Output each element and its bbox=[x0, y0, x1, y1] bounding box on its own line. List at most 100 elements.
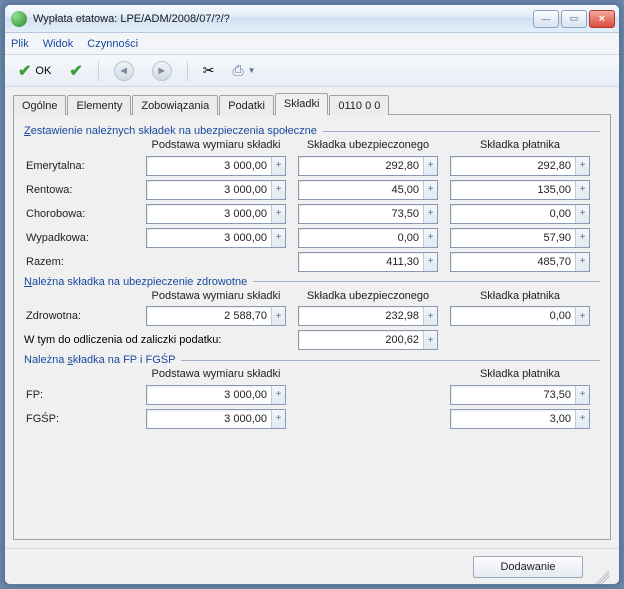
menu-file[interactable]: Plik bbox=[11, 38, 29, 50]
label-wypadkowa: Wypadkowa: bbox=[24, 232, 134, 244]
spinner-icon[interactable]: + bbox=[423, 181, 437, 199]
tab-contributions[interactable]: Składki bbox=[275, 93, 328, 115]
spinner-icon[interactable]: + bbox=[423, 205, 437, 223]
field-razem-payer[interactable]: 485,70+ bbox=[450, 252, 590, 272]
resize-grip-icon[interactable] bbox=[595, 570, 609, 584]
ok-button[interactable]: ✔ OK bbox=[11, 59, 58, 83]
tabbar: Ogólne Elementy Zobowiązania Podatki Skł… bbox=[13, 93, 611, 115]
field-fgsp-payer[interactable]: 3,00+ bbox=[450, 409, 590, 429]
spinner-icon[interactable]: + bbox=[423, 229, 437, 247]
tab-general[interactable]: Ogólne bbox=[13, 95, 66, 115]
maximize-button[interactable]: ▭ bbox=[561, 10, 587, 28]
row-zdrowotna: Zdrowotna: 2 588,70+ 232,98+ 0,00+ bbox=[24, 306, 600, 326]
arrow-right-icon: ► bbox=[152, 61, 172, 81]
spinner-icon[interactable]: + bbox=[423, 307, 437, 325]
field-emerytalna-insured[interactable]: 292,80+ bbox=[298, 156, 438, 176]
field-chorobowa-payer[interactable]: 0,00+ bbox=[450, 204, 590, 224]
label-chorobowa: Chorobowa: bbox=[24, 208, 134, 220]
ok-label: OK bbox=[35, 65, 51, 77]
chevron-down-icon: ▼ bbox=[248, 66, 256, 75]
field-zdrowotna-insured[interactable]: 232,98+ bbox=[298, 306, 438, 326]
row-emerytalna: Emerytalna: 3 000,00+ 292,80+ 292,80+ bbox=[24, 156, 600, 176]
field-deduction[interactable]: 200,62+ bbox=[298, 330, 438, 350]
row-fgsp: FGŚP: 3 000,00+ 3,00+ bbox=[24, 409, 600, 429]
spinner-icon[interactable]: + bbox=[271, 410, 285, 428]
field-wypadkowa-payer[interactable]: 57,90+ bbox=[450, 228, 590, 248]
printer-icon: ⎙ bbox=[232, 62, 243, 79]
field-fgsp-basis[interactable]: 3 000,00+ bbox=[146, 409, 286, 429]
spinner-icon[interactable]: + bbox=[423, 253, 437, 271]
label-zdrowotna: Zdrowotna: bbox=[24, 310, 134, 322]
spinner-icon[interactable]: + bbox=[575, 386, 589, 404]
field-emerytalna-payer[interactable]: 292,80+ bbox=[450, 156, 590, 176]
footer: Dodawanie bbox=[5, 548, 619, 584]
tab-elements[interactable]: Elementy bbox=[67, 95, 131, 115]
nav-forward-button[interactable]: ► bbox=[145, 59, 179, 83]
field-emerytalna-basis[interactable]: 3 000,00+ bbox=[146, 156, 286, 176]
label-razem: Razem: bbox=[24, 256, 134, 268]
tools-icon: ✂ bbox=[203, 62, 215, 79]
field-wypadkowa-basis[interactable]: 3 000,00+ bbox=[146, 228, 286, 248]
row-wypadkowa: Wypadkowa: 3 000,00+ 0,00+ 57,90+ bbox=[24, 228, 600, 248]
minimize-button[interactable]: — bbox=[533, 10, 559, 28]
spinner-icon[interactable]: + bbox=[575, 229, 589, 247]
field-wypadkowa-insured[interactable]: 0,00+ bbox=[298, 228, 438, 248]
field-zdrowotna-basis[interactable]: 2 588,70+ bbox=[146, 306, 286, 326]
menu-view[interactable]: Widok bbox=[43, 38, 74, 50]
group-health-title: Należna składka na ubezpieczenie zdrowot… bbox=[24, 276, 600, 288]
field-rentowa-insured[interactable]: 45,00+ bbox=[298, 180, 438, 200]
menu-actions[interactable]: Czynności bbox=[87, 38, 138, 50]
row-deduction: W tym do odliczenia od zaliczki podatku:… bbox=[24, 330, 600, 350]
label-fp: FP: bbox=[24, 389, 134, 401]
spinner-icon[interactable]: + bbox=[575, 253, 589, 271]
toolbar-separator bbox=[187, 61, 188, 81]
tab-code[interactable]: 0110 0 0 bbox=[329, 95, 389, 115]
field-chorobowa-insured[interactable]: 73,50+ bbox=[298, 204, 438, 224]
spinner-icon[interactable]: + bbox=[575, 205, 589, 223]
check-icon: ✔ bbox=[18, 61, 31, 81]
window-controls: — ▭ × bbox=[533, 10, 615, 28]
toolbar-separator bbox=[98, 61, 99, 81]
nav-back-button[interactable]: ◄ bbox=[107, 59, 141, 83]
print-button[interactable]: ⎙ ▼ bbox=[225, 59, 262, 83]
row-razem: Razem: 411,30+ 485,70+ bbox=[24, 252, 600, 272]
spinner-icon[interactable]: + bbox=[271, 386, 285, 404]
spinner-icon[interactable]: + bbox=[575, 157, 589, 175]
field-razem-insured[interactable]: 411,30+ bbox=[298, 252, 438, 272]
tools-button[interactable]: ✂ bbox=[196, 59, 222, 83]
mode-button[interactable]: Dodawanie bbox=[473, 556, 583, 578]
tab-taxes[interactable]: Podatki bbox=[219, 95, 274, 115]
social-headers: Podstawa wymiaru składki Składka ubezpie… bbox=[24, 139, 600, 152]
check-icon: ✔ bbox=[69, 61, 82, 81]
close-button[interactable]: × bbox=[589, 10, 615, 28]
app-icon bbox=[11, 11, 27, 27]
row-fp: FP: 3 000,00+ 73,50+ bbox=[24, 385, 600, 405]
label-fgsp: FGŚP: bbox=[24, 413, 134, 425]
tab-liabilities[interactable]: Zobowiązania bbox=[132, 95, 218, 115]
spinner-icon[interactable]: + bbox=[575, 410, 589, 428]
header-basis: Podstawa wymiaru składki bbox=[146, 139, 286, 152]
header-payer: Składka płatnika bbox=[450, 139, 590, 152]
menubar: Plik Widok Czynności bbox=[5, 33, 619, 55]
apply-button[interactable]: ✔ bbox=[62, 59, 89, 83]
spinner-icon[interactable]: + bbox=[271, 229, 285, 247]
field-chorobowa-basis[interactable]: 3 000,00+ bbox=[146, 204, 286, 224]
field-zdrowotna-payer[interactable]: 0,00+ bbox=[450, 306, 590, 326]
label-emerytalna: Emerytalna: bbox=[24, 160, 134, 172]
spinner-icon[interactable]: + bbox=[423, 157, 437, 175]
spinner-icon[interactable]: + bbox=[271, 157, 285, 175]
spinner-icon[interactable]: + bbox=[575, 307, 589, 325]
spinner-icon[interactable]: + bbox=[575, 181, 589, 199]
app-window: Wypłata etatowa: LPE/ADM/2008/07/?/? — ▭… bbox=[4, 4, 620, 585]
spinner-icon[interactable]: + bbox=[423, 331, 437, 349]
field-fp-payer[interactable]: 73,50+ bbox=[450, 385, 590, 405]
field-fp-basis[interactable]: 3 000,00+ bbox=[146, 385, 286, 405]
field-rentowa-payer[interactable]: 135,00+ bbox=[450, 180, 590, 200]
field-rentowa-basis[interactable]: 3 000,00+ bbox=[146, 180, 286, 200]
fp-headers: Podstawa wymiaru składki Składka płatnik… bbox=[24, 368, 600, 381]
header-insured: Składka ubezpieczonego bbox=[298, 290, 438, 303]
spinner-icon[interactable]: + bbox=[271, 181, 285, 199]
spinner-icon[interactable]: + bbox=[271, 205, 285, 223]
spinner-icon[interactable]: + bbox=[271, 307, 285, 325]
health-headers: Podstawa wymiaru składki Składka ubezpie… bbox=[24, 290, 600, 303]
